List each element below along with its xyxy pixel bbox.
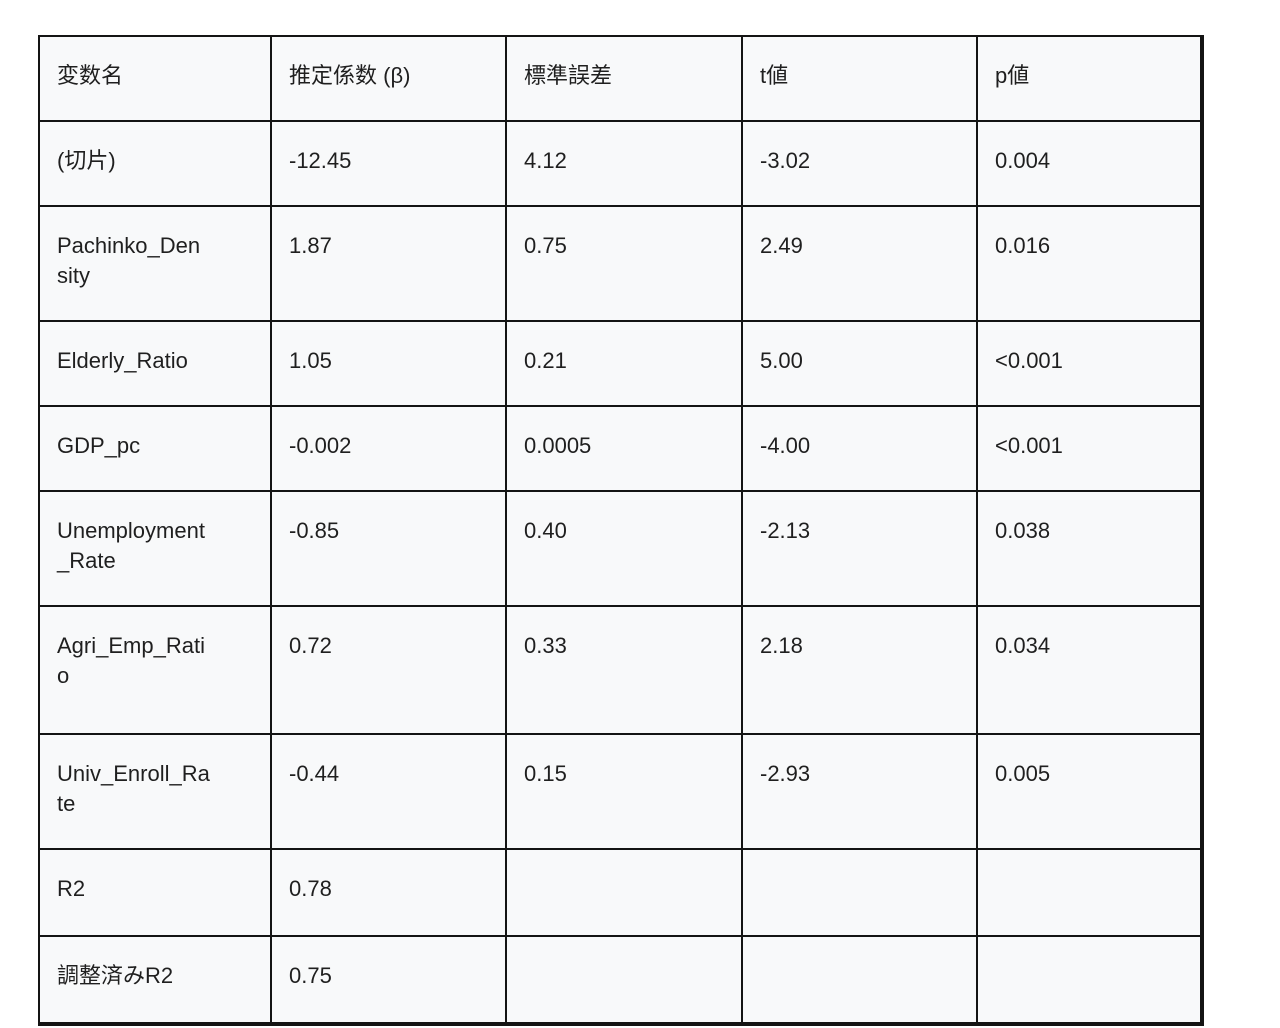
cell-variable-name: (切片) xyxy=(40,122,272,207)
cell-coefficient: 0.78 xyxy=(272,850,507,937)
cell-standard-error: 0.0005 xyxy=(507,407,743,492)
column-header-coefficient: 推定係数 (β) xyxy=(272,37,507,122)
cell-t-value: 5.00 xyxy=(743,322,978,407)
cell-variable-name: 調整済みR2 xyxy=(40,937,272,1024)
table-row-adjusted-r2: 調整済みR2 0.75 xyxy=(40,937,1202,1024)
cell-t-value: -2.13 xyxy=(743,492,978,607)
cell-p-value: 0.034 xyxy=(978,607,1202,735)
cell-standard-error xyxy=(507,850,743,937)
table-row-elderly-ratio: Elderly_Ratio 1.05 0.21 5.00 <0.001 xyxy=(40,322,1202,407)
column-header-p-value: p値 xyxy=(978,37,1202,122)
cell-standard-error: 0.21 xyxy=(507,322,743,407)
cell-t-value: 2.49 xyxy=(743,207,978,322)
cell-t-value: -3.02 xyxy=(743,122,978,207)
table-row-unemployment-rate: Unemployment_Rate -0.85 0.40 -2.13 0.038 xyxy=(40,492,1202,607)
cell-p-value: 0.038 xyxy=(978,492,1202,607)
cell-standard-error: 0.33 xyxy=(507,607,743,735)
cell-p-value xyxy=(978,850,1202,937)
cell-variable-name: Univ_Enroll_Rate xyxy=(40,735,272,850)
cell-standard-error: 4.12 xyxy=(507,122,743,207)
column-header-standard-error: 標準誤差 xyxy=(507,37,743,122)
cell-coefficient: 1.05 xyxy=(272,322,507,407)
cell-standard-error: 0.40 xyxy=(507,492,743,607)
cell-coefficient: -0.85 xyxy=(272,492,507,607)
header-row: 変数名 推定係数 (β) 標準誤差 t値 p値 xyxy=(40,37,1202,122)
cell-coefficient: 0.72 xyxy=(272,607,507,735)
cell-t-value: 2.18 xyxy=(743,607,978,735)
table-row-pachinko-density: Pachinko_Density 1.87 0.75 2.49 0.016 xyxy=(40,207,1202,322)
cell-standard-error xyxy=(507,937,743,1024)
column-header-variable-name: 変数名 xyxy=(40,37,272,122)
cell-variable-name: Agri_Emp_Ratio xyxy=(40,607,272,735)
cell-variable-name: GDP_pc xyxy=(40,407,272,492)
table-row-agri-emp-ratio: Agri_Emp_Ratio 0.72 0.33 2.18 0.034 xyxy=(40,607,1202,735)
cell-variable-name: Unemployment_Rate xyxy=(40,492,272,607)
cell-coefficient: 0.75 xyxy=(272,937,507,1024)
regression-results-table: 変数名 推定係数 (β) 標準誤差 t値 p値 (切片) -12.45 4.12… xyxy=(38,35,1204,1026)
cell-coefficient: -0.44 xyxy=(272,735,507,850)
cell-p-value: 0.016 xyxy=(978,207,1202,322)
cell-t-value: -4.00 xyxy=(743,407,978,492)
cell-variable-name: R2 xyxy=(40,850,272,937)
cell-variable-name: Pachinko_Density xyxy=(40,207,272,322)
cell-coefficient: 1.87 xyxy=(272,207,507,322)
cell-standard-error: 0.15 xyxy=(507,735,743,850)
table-row-r2: R2 0.78 xyxy=(40,850,1202,937)
cell-t-value xyxy=(743,937,978,1024)
cell-variable-name: Elderly_Ratio xyxy=(40,322,272,407)
column-header-t-value: t値 xyxy=(743,37,978,122)
cell-t-value xyxy=(743,850,978,937)
cell-p-value: 0.005 xyxy=(978,735,1202,850)
cell-t-value: -2.93 xyxy=(743,735,978,850)
cell-standard-error: 0.75 xyxy=(507,207,743,322)
cell-p-value: <0.001 xyxy=(978,322,1202,407)
cell-p-value: 0.004 xyxy=(978,122,1202,207)
table-row-univ-enroll-rate: Univ_Enroll_Rate -0.44 0.15 -2.93 0.005 xyxy=(40,735,1202,850)
cell-coefficient: -0.002 xyxy=(272,407,507,492)
table-row-intercept: (切片) -12.45 4.12 -3.02 0.004 xyxy=(40,122,1202,207)
cell-p-value xyxy=(978,937,1202,1024)
cell-p-value: <0.001 xyxy=(978,407,1202,492)
cell-coefficient: -12.45 xyxy=(272,122,507,207)
table-row-gdp-pc: GDP_pc -0.002 0.0005 -4.00 <0.001 xyxy=(40,407,1202,492)
